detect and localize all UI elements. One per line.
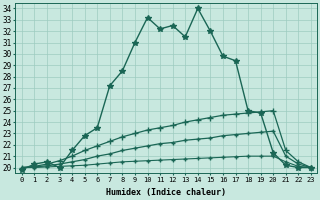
X-axis label: Humidex (Indice chaleur): Humidex (Indice chaleur) <box>106 188 226 197</box>
